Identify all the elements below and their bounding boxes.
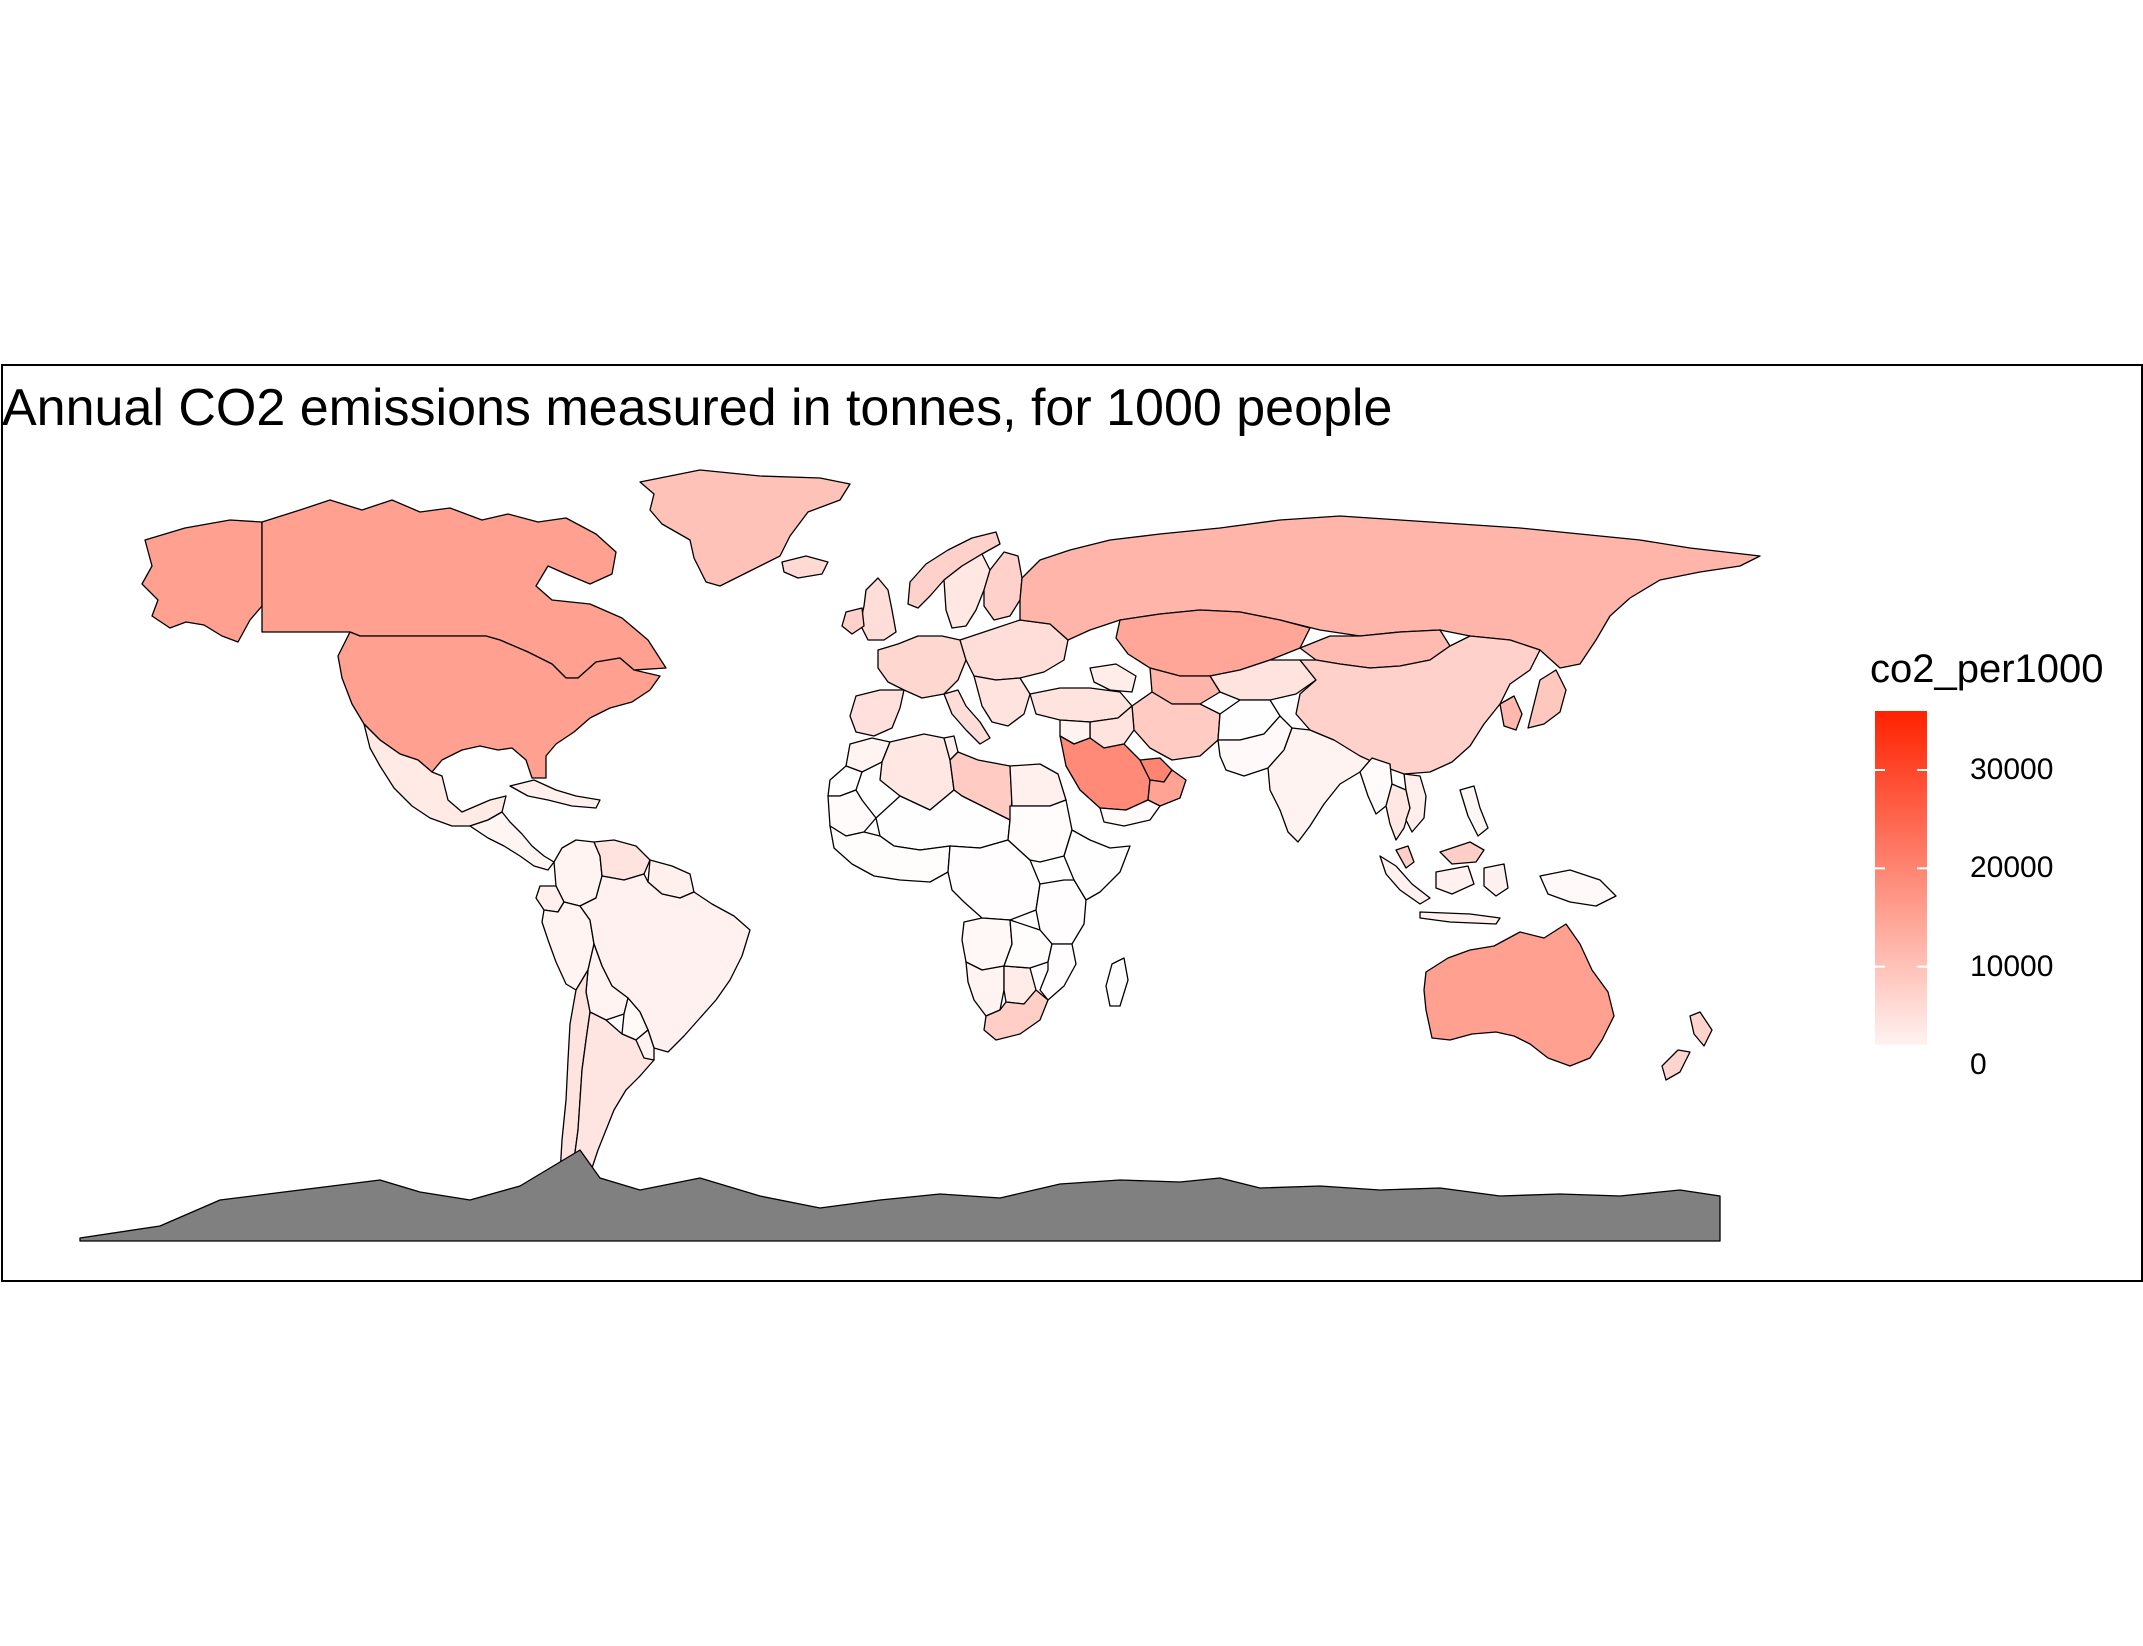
region-sweden	[943, 553, 991, 629]
color-legend: co2_per1000 0 10000 20000 30000	[1870, 645, 2130, 1095]
region-finland	[983, 551, 1023, 621]
region-united-kingdom	[859, 577, 897, 641]
region-western-europe	[877, 635, 967, 699]
legend-title: co2_per1000	[1870, 647, 2104, 691]
region-sudan	[1007, 799, 1073, 863]
legend-tick-label: 20000	[1970, 851, 2054, 885]
region-ireland	[841, 607, 865, 635]
legend-colorbar	[1875, 711, 1927, 1045]
region-greenland	[639, 469, 851, 587]
region-china	[1295, 635, 1541, 775]
regions-layer	[79, 469, 1761, 1242]
region-namibia	[965, 961, 1005, 1017]
region-balkans	[973, 675, 1031, 727]
region-iberia	[849, 689, 905, 737]
region-eastern-europe	[959, 619, 1069, 681]
region-korea	[1499, 695, 1523, 731]
region-papua-new-guinea	[1539, 869, 1617, 907]
plot-title: Annual CO2 emissions measured in tonnes,…	[2, 379, 1393, 437]
legend-tick-label: 30000	[1970, 753, 2054, 786]
region-iceland	[781, 555, 829, 579]
region-mexico	[363, 723, 507, 827]
region-australia	[1423, 923, 1615, 1067]
region-turkey	[1029, 687, 1133, 723]
region-caucasus	[1089, 663, 1137, 693]
region-yemen	[1099, 799, 1161, 827]
region-indonesia	[1379, 855, 1509, 925]
legend-tick-label: 0	[1970, 1048, 1987, 1081]
region-vietnam	[1403, 773, 1427, 833]
region-india	[1267, 727, 1373, 843]
legend-tick-label: 10000	[1970, 949, 2054, 983]
region-new-zealand	[1661, 1011, 1713, 1081]
legend-gradient-bar	[1875, 711, 1927, 1045]
region-egypt	[1009, 763, 1067, 807]
region-malaysia	[1395, 841, 1485, 869]
region-myanmar	[1359, 757, 1393, 815]
region-zambia-and-zimbabwe	[1003, 919, 1053, 969]
region-south-africa	[983, 989, 1049, 1041]
region-japan	[1527, 669, 1567, 729]
region-caribbean	[509, 779, 601, 809]
region-central-asia	[1209, 659, 1317, 701]
region-philippines	[1459, 785, 1489, 837]
region-madagascar	[1105, 957, 1129, 1007]
region-angola	[961, 917, 1013, 971]
region-alaska	[141, 519, 263, 643]
region-central-america	[469, 811, 555, 871]
region-uruguay	[635, 1029, 655, 1061]
region-venezuela	[593, 839, 651, 881]
region-antarctica	[79, 1149, 1721, 1242]
region-italy	[943, 689, 991, 745]
